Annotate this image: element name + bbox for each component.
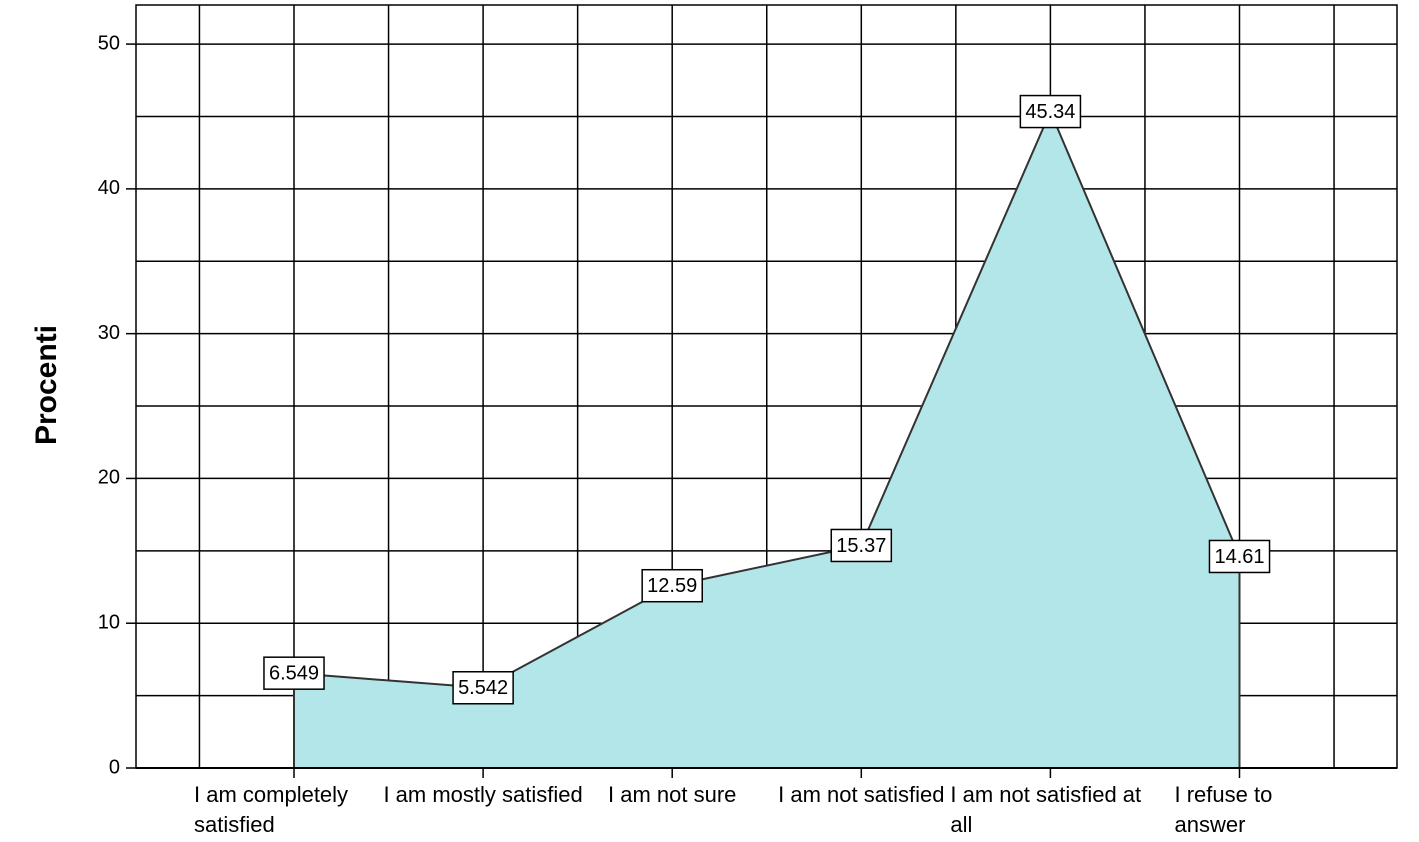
- y-tick-label: 10: [98, 611, 120, 633]
- x-tick-label: I refuse to answer: [1135, 780, 1345, 840]
- value-label: 15.37: [836, 535, 886, 557]
- y-axis-label: Procenti: [30, 325, 63, 445]
- x-tick-text: I refuse to answer: [1174, 782, 1273, 837]
- y-tick-label: 20: [98, 467, 120, 489]
- y-tick-label: 40: [98, 177, 120, 199]
- value-label-box: [641, 568, 703, 603]
- x-tick-label: I am not satisfied at all: [945, 780, 1155, 840]
- value-label: 6.549: [269, 662, 319, 684]
- x-tick-label: I am not satisfied: [756, 780, 966, 810]
- x-tick-label: I am not sure: [567, 780, 777, 810]
- value-label-box: [830, 528, 893, 563]
- x-tick-label: I am mostly satisfied: [378, 780, 588, 810]
- y-tick-label: 50: [98, 32, 120, 54]
- x-tick-label: I am completely satisfied: [189, 780, 399, 840]
- x-tick-text: I am not sure: [607, 782, 737, 807]
- x-tick-text: I am not satisfied: [778, 782, 945, 807]
- value-label: 12.59: [647, 575, 697, 597]
- value-label-box: [1019, 94, 1082, 129]
- value-label: 45.34: [1025, 101, 1075, 123]
- x-tick-text: I am completely satisfied: [194, 782, 349, 837]
- value-label: 5.542: [458, 677, 508, 699]
- value-label-box: [263, 656, 325, 690]
- area: [294, 111, 1240, 769]
- value-label: 14.61: [1214, 546, 1264, 568]
- value-label-box: [452, 671, 514, 705]
- x-tick-text: I am mostly satisfied: [383, 782, 583, 807]
- y-tick-label: 30: [98, 322, 120, 344]
- x-tick-text: I am not satisfied at all: [950, 782, 1142, 837]
- area-line: [293, 109, 1241, 689]
- value-label-box: [1208, 539, 1271, 574]
- y-tick-label: 0: [109, 756, 120, 778]
